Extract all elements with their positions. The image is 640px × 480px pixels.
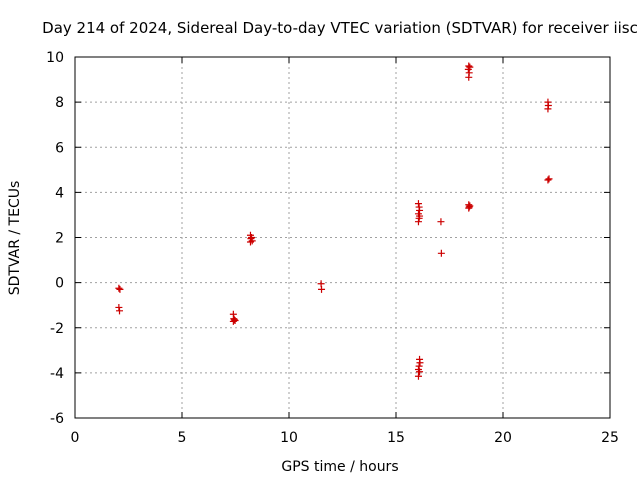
data-point bbox=[414, 372, 422, 380]
data-point bbox=[545, 175, 553, 183]
y-tick-label: -2 bbox=[50, 321, 64, 337]
y-tick-label: 8 bbox=[55, 95, 64, 111]
data-point bbox=[318, 285, 326, 293]
x-tick-label: 20 bbox=[494, 430, 512, 446]
y-tick-label: 10 bbox=[46, 50, 64, 66]
data-point bbox=[246, 238, 254, 246]
y-tick-label: -6 bbox=[50, 411, 64, 427]
x-tick-label: 5 bbox=[178, 430, 187, 446]
data-point bbox=[248, 234, 256, 241]
data-points bbox=[115, 62, 553, 380]
x-tick-label: 0 bbox=[71, 430, 80, 446]
y-axis-label: SDTVAR / TECUs bbox=[7, 181, 23, 296]
data-point bbox=[437, 249, 445, 257]
data-point bbox=[416, 368, 424, 376]
x-axis-label: GPS time / hours bbox=[281, 459, 398, 475]
chart-title: Day 214 of 2024, Sidereal Day-to-day VTE… bbox=[42, 19, 638, 37]
y-tick-label: -4 bbox=[50, 366, 64, 382]
y-tick-label: 2 bbox=[55, 231, 64, 247]
data-point bbox=[248, 237, 256, 245]
data-point bbox=[230, 316, 238, 324]
data-point bbox=[116, 285, 124, 293]
data-point bbox=[414, 200, 422, 208]
data-point bbox=[116, 307, 124, 315]
x-tick-label: 10 bbox=[280, 430, 298, 446]
grid bbox=[75, 57, 610, 418]
ticks: 0 5 10 15 20 25 -6 -4 -2 0 2 4 6 8 10 bbox=[46, 50, 619, 446]
data-point bbox=[415, 214, 423, 222]
y-tick-label: 4 bbox=[55, 185, 64, 201]
data-point bbox=[464, 65, 472, 73]
data-point bbox=[544, 176, 552, 184]
data-point bbox=[416, 359, 424, 367]
x-tick-label: 15 bbox=[387, 430, 405, 446]
data-point bbox=[465, 73, 473, 81]
data-point bbox=[115, 284, 123, 292]
data-point bbox=[544, 105, 552, 113]
data-point bbox=[231, 317, 239, 325]
data-point bbox=[437, 218, 445, 226]
data-point bbox=[465, 204, 473, 212]
data-point bbox=[229, 317, 237, 325]
data-point bbox=[414, 218, 422, 226]
y-tick-label: 6 bbox=[55, 140, 64, 156]
data-point bbox=[115, 303, 123, 311]
x-tick-label: 25 bbox=[601, 430, 619, 446]
y-tick-label: 0 bbox=[55, 276, 64, 292]
